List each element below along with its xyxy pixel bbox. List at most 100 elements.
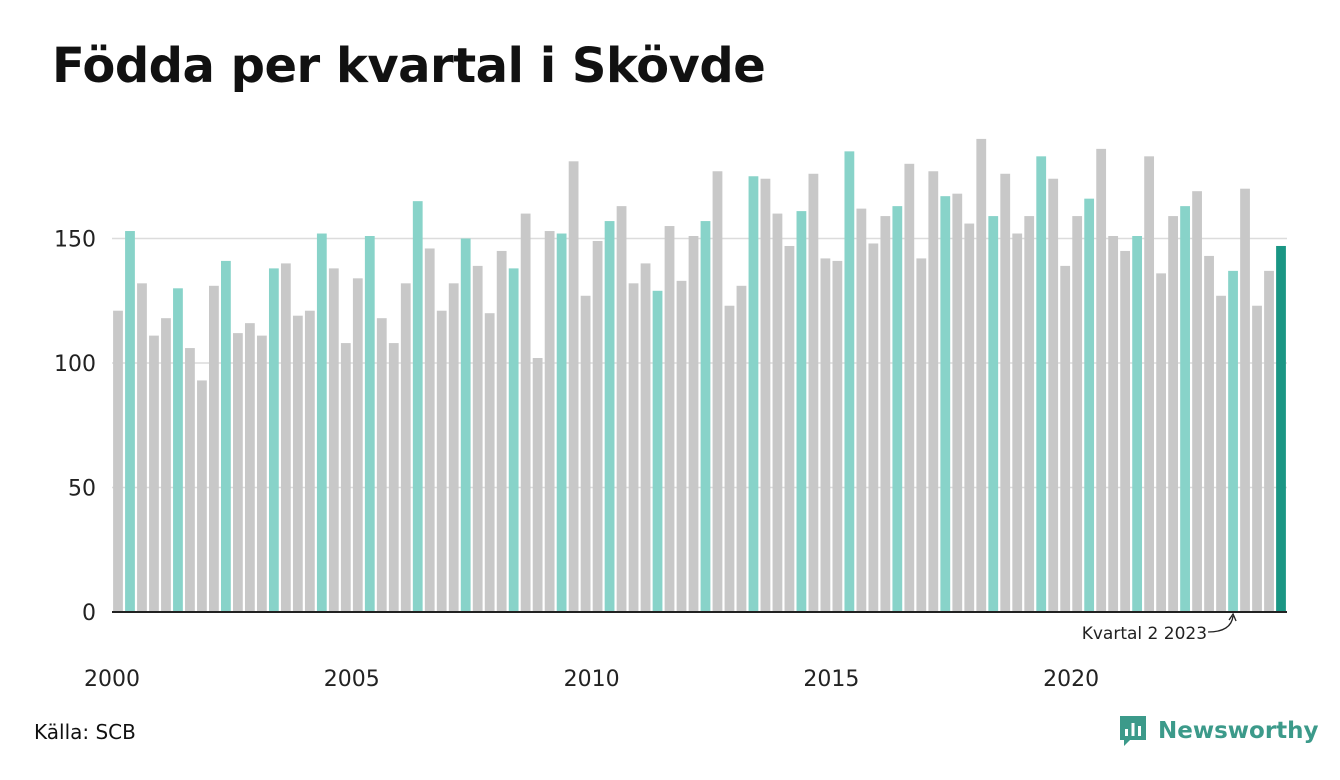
bar: 2002 K4: 116 [244, 323, 255, 612]
bar: 2010 K3: 163 [616, 206, 627, 612]
x-tick-label: 2020 [1043, 667, 1099, 692]
bar: 2016 K3: 180 [904, 163, 915, 613]
bar: 2002 K2: 141 [221, 260, 231, 612]
newsworthy-logo-icon [1120, 716, 1146, 746]
bar: 2009 K2: 152 [556, 233, 567, 612]
bar: 2021 K1: 145 [1120, 250, 1131, 612]
bar: 2005 K1: 134 [352, 278, 363, 612]
bar: 2013 K2: 175 [748, 176, 759, 612]
bar: 2020 K4: 151 [1108, 236, 1119, 612]
bar: 2017 K1: 177 [928, 171, 939, 612]
bar: 2024 K2: 147 [1276, 245, 1286, 612]
bar: 2001 K1: 118 [161, 318, 171, 612]
bar: 2005 K3: 118 [376, 318, 387, 612]
bar: 2024 K1: 137 [1264, 270, 1274, 612]
x-tick-label: 2005 [324, 667, 380, 692]
bar: 2022 K4: 143 [1204, 255, 1214, 612]
bar: 2004 K1: 121 [304, 310, 315, 612]
bar: 2021 K2: 151 [1132, 236, 1143, 612]
brand-name: Newsworthy [1158, 718, 1319, 744]
bar: 2019 K3: 174 [1048, 178, 1059, 613]
bar: 2011 K4: 133 [676, 280, 687, 612]
bar: 2014 K2: 161 [796, 211, 807, 613]
bar: 2003 K2: 138 [268, 268, 279, 612]
bar: 2006 K4: 121 [436, 310, 447, 612]
bar: 2000 K3: 132 [137, 283, 147, 612]
y-tick-label: 50 [68, 477, 96, 502]
page-title: Födda per kvartal i Skövde [52, 38, 766, 94]
bar: 2007 K3: 139 [472, 265, 483, 612]
bar: 2018 K3: 176 [1000, 173, 1011, 612]
bar: 2013 K4: 160 [772, 213, 783, 612]
annotation-arrowhead [1228, 612, 1237, 622]
bar: 2016 K2: 163 [892, 206, 903, 612]
bar: 2002 K3: 112 [233, 333, 243, 612]
bar: 2016 K4: 142 [916, 258, 927, 612]
annotation: Kvartal 2 2023 [1082, 612, 1237, 644]
bar: 2022 K3: 169 [1192, 191, 1202, 612]
bar: 2012 K3: 177 [712, 171, 723, 612]
bar: 2000 K1: 121 [113, 310, 123, 612]
bar: 2000 K2: 153 [125, 231, 135, 612]
bar: 2003 K1: 111 [256, 335, 267, 612]
bar: 2023 K1: 127 [1216, 295, 1226, 612]
bar: 2009 K4: 127 [580, 295, 591, 612]
bar: 2004 K3: 138 [328, 268, 339, 612]
bar: 2018 K2: 159 [988, 216, 999, 612]
bar: 2018 K4: 152 [1012, 233, 1023, 612]
bar: 2017 K2: 167 [940, 196, 951, 613]
bar: 2021 K4: 136 [1156, 273, 1166, 612]
x-tick-label: 2015 [803, 667, 859, 692]
bar: 2023 K4: 123 [1252, 305, 1262, 612]
bar: 2009 K1: 153 [544, 231, 555, 612]
x-tick-label: 2010 [564, 667, 620, 692]
bar: 2010 K4: 132 [628, 283, 639, 612]
bar: 2008 K1: 145 [496, 250, 507, 612]
bar-chart: 2000 K1: 1212000 K2: 1532000 K3: 1322000… [54, 138, 1287, 692]
bar: 2010 K1: 149 [592, 240, 603, 613]
y-tick-label: 0 [82, 601, 96, 626]
x-tick-label: 2000 [84, 667, 140, 692]
bar: 2008 K2: 138 [508, 268, 519, 612]
annotation-label: Kvartal 2 2023 [1082, 624, 1207, 644]
bar: 2015 K2: 185 [844, 151, 855, 612]
bar: 2006 K1: 132 [400, 283, 411, 612]
bar: 2007 K4: 120 [484, 313, 495, 612]
bar: 2009 K3: 181 [568, 161, 579, 612]
bar: 2014 K1: 147 [784, 245, 795, 612]
bar: 2007 K2: 150 [460, 238, 471, 612]
axes: 0 50 100 150 2000 2005 2010 2015 2020 [54, 228, 1287, 692]
bar: 2001 K4: 93 [197, 380, 207, 612]
bar: 2004 K2: 152 [316, 233, 327, 612]
y-tick-label: 100 [54, 352, 96, 377]
bar: 2001 K2: 130 [173, 288, 183, 612]
bar: 2019 K1: 159 [1024, 216, 1035, 612]
bar: 2022 K1: 159 [1168, 216, 1178, 612]
bar: 2008 K3: 160 [520, 213, 531, 612]
annotation-arrow [1208, 615, 1234, 633]
bar: 2019 K4: 139 [1060, 265, 1071, 612]
bar: 2006 K3: 146 [424, 248, 435, 612]
bar: 2015 K4: 148 [868, 243, 879, 613]
bar: 2007 K1: 132 [448, 283, 459, 612]
bar: 2013 K3: 174 [760, 178, 771, 613]
bar: 2006 K2: 165 [412, 201, 423, 612]
bar: 2015 K1: 141 [832, 260, 843, 612]
bar: 2011 K3: 155 [664, 226, 675, 613]
bar: 2019 K2: 183 [1036, 156, 1047, 612]
bar: 2011 K1: 140 [640, 263, 651, 612]
bar: 2023 K2: 137 [1228, 270, 1238, 612]
bar: 2002 K1: 131 [209, 285, 219, 612]
bar: 2013 K1: 131 [736, 285, 747, 612]
bar: 2000 K4: 111 [149, 335, 159, 612]
source-label: Källa: SCB [34, 720, 136, 744]
brand-logo[interactable]: Newsworthy [1118, 714, 1319, 748]
bar: 2021 K3: 183 [1144, 156, 1155, 612]
y-tick-label: 150 [54, 228, 96, 253]
bar: 2015 K3: 162 [856, 208, 867, 612]
bar: 2005 K4: 108 [388, 343, 399, 612]
bar: 2020 K1: 159 [1072, 216, 1083, 612]
bars: 2000 K1: 1212000 K2: 1532000 K3: 1322000… [113, 138, 1286, 613]
bar: 2004 K4: 108 [340, 343, 351, 612]
bar: 2010 K2: 157 [604, 221, 615, 612]
